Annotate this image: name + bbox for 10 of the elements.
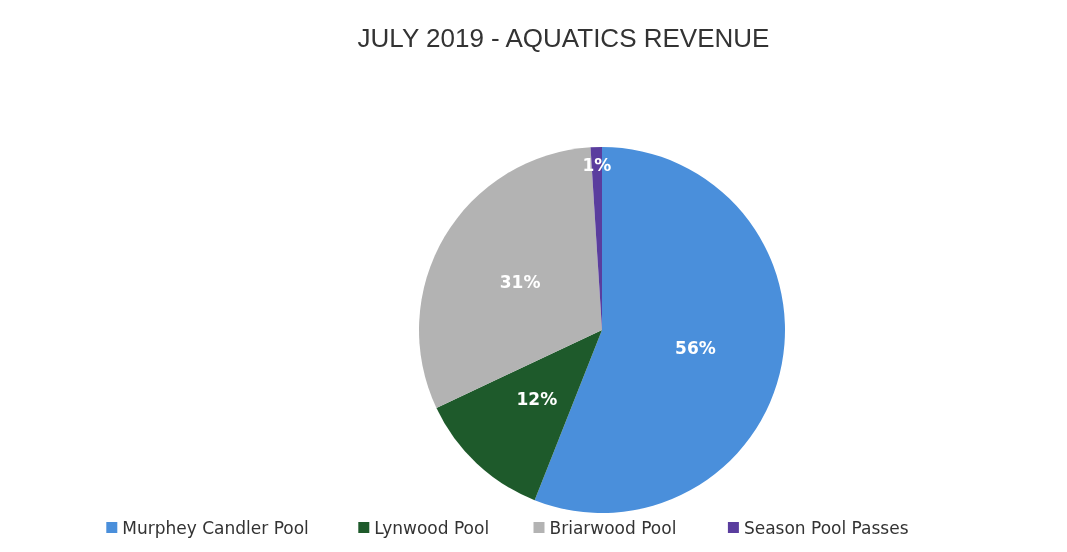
data-label: 1% (582, 155, 612, 176)
data-label: 31% (499, 271, 541, 292)
data-label: 12% (516, 389, 558, 410)
chart-title: JULY 2019 - AQUATICS REVENUE (357, 23, 770, 53)
legend-label: Season Pool Passes (743, 518, 909, 538)
legend-label: Lynwood Pool (374, 518, 490, 538)
data-label: 56% (675, 337, 716, 358)
legend-label: Murphey Candler Pool (122, 518, 309, 538)
pie-slice (436, 330, 602, 501)
legend-label: Briarwood Pool (549, 518, 677, 538)
